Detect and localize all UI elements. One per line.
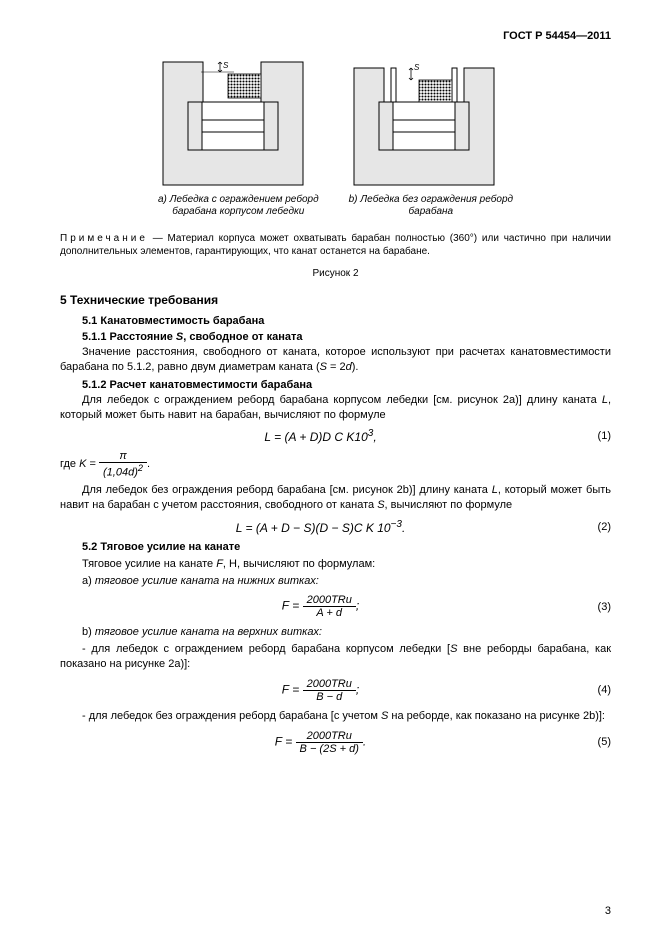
p-5-2c: b) тяговое усилие каната на верхних витк… — [60, 625, 611, 640]
section-5-1-1: 5.1.1 Расстояние S, свободное от каната — [60, 331, 611, 343]
equation-1: L = (A + D)D C K103, (1) — [60, 428, 611, 444]
eq5-tail: . — [363, 734, 366, 748]
equation-2: L = (A + D − S)(D − S)C K 10−3. (2) — [60, 519, 611, 535]
p-5-1-2a: Для лебедок с ограждением реборд барабан… — [60, 393, 611, 423]
where-num: π — [99, 450, 147, 463]
figure-b-svg: S — [349, 50, 499, 190]
where-k: где K = π (1,04d)2 . — [60, 450, 611, 479]
section-5: 5 Технические требования — [60, 293, 611, 307]
page-number: 3 — [605, 905, 611, 917]
section-5-1-2: 5.1.2 Расчет канатовместимости барабана — [60, 379, 611, 391]
figure-b: S b) Лебедка без ограждения реборд бараб… — [349, 50, 513, 218]
figure-b-caption-l2: барабана — [409, 206, 454, 217]
p-5-2e: - для лебедок без ограждения реборд бара… — [60, 709, 611, 724]
figures-row: S a) Лебедка с ограждением реборд бараба… — [60, 50, 611, 218]
p-5-2d: - для лебедок с ограждением реборд бараб… — [60, 642, 611, 672]
eq4-tail: ; — [356, 683, 359, 697]
equation-5-num: (5) — [581, 736, 611, 748]
note-label: Примечание — [60, 233, 148, 244]
p-5-2b: a) тяговое усилие каната на нижних витка… — [60, 574, 611, 589]
section-5-1: 5.1 Канатовместимость барабана — [60, 315, 611, 327]
note: Примечание — Материал корпуса может охва… — [60, 232, 611, 258]
section-5-2: 5.2 Тяговое усилие на канате — [60, 541, 611, 553]
figure-a-caption-l2: барабана корпусом лебедки — [172, 206, 304, 217]
where-den: (1,04d)2 — [99, 463, 147, 479]
equation-3-body: F = 2000TRu A + d ; — [60, 594, 581, 619]
equation-5: F = 2000TRu B − (2S + d) . (5) — [60, 730, 611, 755]
equation-4-num: (4) — [581, 684, 611, 696]
svg-text:S: S — [414, 63, 420, 72]
doc-header: ГОСТ Р 54454—2011 — [60, 30, 611, 42]
figure-a-caption-l1: a) Лебедка с ограждением реборд — [158, 194, 319, 205]
equation-2-body: L = (A + D − S)(D − S)C K 10−3. — [60, 519, 581, 535]
figure-a-svg: S — [158, 50, 308, 190]
figure-b-caption-l1: b) Лебедка без ограждения реборд — [349, 194, 513, 205]
figure-label: Рисунок 2 — [60, 268, 611, 279]
equation-2-num: (2) — [581, 521, 611, 533]
p-5-2a: Тяговое усилие на канате F, Н, вычисляют… — [60, 557, 611, 572]
equation-4: F = 2000TRu B − d ; (4) — [60, 678, 611, 703]
equation-1-num: (1) — [581, 430, 611, 442]
equation-3: F = 2000TRu A + d ; (3) — [60, 594, 611, 619]
figure-b-caption: b) Лебедка без ограждения реборд барабан… — [349, 194, 513, 218]
equation-4-body: F = 2000TRu B − d ; — [60, 678, 581, 703]
p-5-1-2b: Для лебедок без ограждения реборд бараба… — [60, 483, 611, 513]
equation-1-body: L = (A + D)D C K103, — [60, 428, 581, 444]
equation-3-num: (3) — [581, 601, 611, 613]
figure-a-caption: a) Лебедка с ограждением реборд барабана… — [158, 194, 319, 218]
eq3-tail: ; — [356, 599, 359, 613]
equation-5-body: F = 2000TRu B − (2S + d) . — [60, 730, 581, 755]
p-5-1-1: Значение расстояния, свободного от канат… — [60, 345, 611, 375]
figure-a: S a) Лебедка с ограждением реборд бараба… — [158, 50, 319, 218]
svg-text:S: S — [223, 61, 229, 70]
